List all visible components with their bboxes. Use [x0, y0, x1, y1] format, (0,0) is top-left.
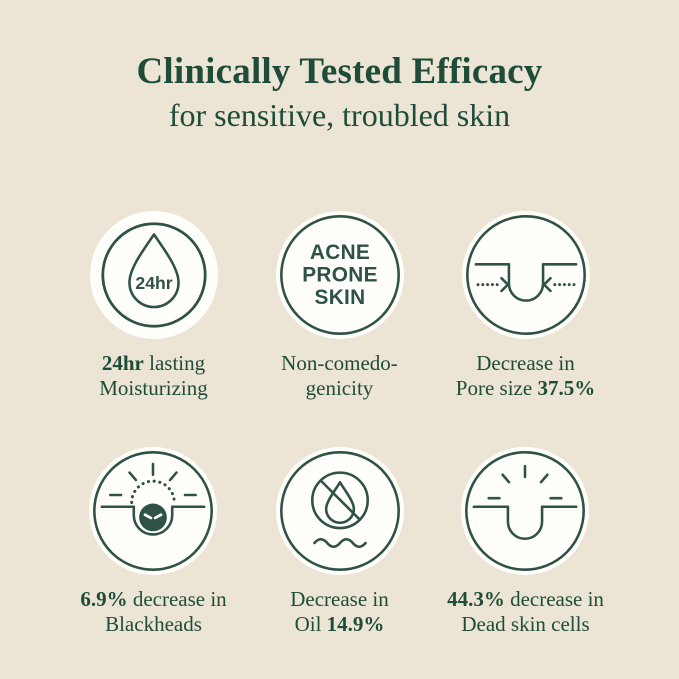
benefit-caption-pore-size: Decrease in Pore size 37.5%: [456, 351, 595, 401]
pore-shrink-arrows-icon-svg: [465, 215, 586, 335]
caption-line: Non-comedo-: [281, 351, 398, 375]
header: Clinically Tested Efficacy for sensitive…: [0, 0, 679, 136]
clean-pore-rays-icon-svg: [465, 451, 586, 571]
benefit-caption-non-comedogenicity: Non-comedo- genicity: [281, 351, 398, 401]
pore-shrink-arrows-icon: [461, 211, 590, 339]
icon-text-skin: SKIN: [314, 286, 365, 309]
acne-prone-skin-icon-svg: ACNE PRONE SKIN: [279, 215, 400, 335]
caption-line: 24hr lasting: [101, 351, 206, 375]
benefit-caption-moisturizing: 24hr lasting Moisturizing: [99, 351, 208, 401]
blackhead-extraction-icon: [89, 447, 218, 575]
water-drop-24hr-icon-svg: 24hr: [100, 222, 207, 328]
icon-text-acne: ACNE: [309, 241, 369, 264]
benefit-caption-dead-skin-cells: 44.3% decrease in Dead skin cells: [447, 587, 604, 637]
page-title: Clinically Tested Efficacy: [136, 51, 543, 92]
benefits-grid: 24hr 24hr lasting Moisturizing ACNE PRON…: [61, 211, 619, 637]
caption-line: genicity: [305, 376, 374, 400]
icon-badge-text: 24hr: [135, 273, 172, 293]
benefit-caption-oil: Decrease in Oil 14.9%: [290, 587, 389, 637]
caption-line: Blackheads: [105, 612, 202, 636]
clean-pore-rays-icon: [461, 447, 590, 575]
caption-line: Pore size 37.5%: [455, 376, 596, 400]
benefit-dead-skin-cells: 44.3% decrease in Dead skin cells: [447, 447, 604, 637]
caption-line: Dead skin cells: [461, 612, 590, 636]
benefit-pore-size: Decrease in Pore size 37.5%: [456, 211, 595, 401]
caption-line: Moisturizing: [99, 376, 208, 400]
caption-line: Decrease in: [290, 587, 389, 611]
blackhead-extraction-icon-svg: [93, 451, 214, 571]
benefit-oil: Decrease in Oil 14.9%: [275, 447, 404, 637]
caption-line: 6.9% decrease in: [80, 587, 227, 611]
caption-line: 44.3% decrease in: [447, 587, 604, 611]
no-oil-drop-icon-svg: [279, 451, 400, 571]
benefit-blackheads: 6.9% decrease in Blackheads: [80, 447, 227, 637]
water-drop-24hr-icon: 24hr: [89, 211, 218, 339]
caption-line: Oil 14.9%: [294, 612, 385, 636]
benefit-non-comedogenicity: ACNE PRONE SKIN Non-comedo- genicity: [275, 211, 404, 401]
icon-text-prone: PRONE: [302, 263, 378, 286]
benefit-moisturizing: 24hr 24hr lasting Moisturizing: [89, 211, 218, 401]
caption-line: Decrease in: [476, 351, 575, 375]
acne-prone-skin-icon: ACNE PRONE SKIN: [275, 211, 404, 339]
page-subtitle: for sensitive, troubled skin: [168, 97, 511, 133]
no-oil-drop-icon: [275, 447, 404, 575]
benefit-caption-blackheads: 6.9% decrease in Blackheads: [80, 587, 226, 637]
